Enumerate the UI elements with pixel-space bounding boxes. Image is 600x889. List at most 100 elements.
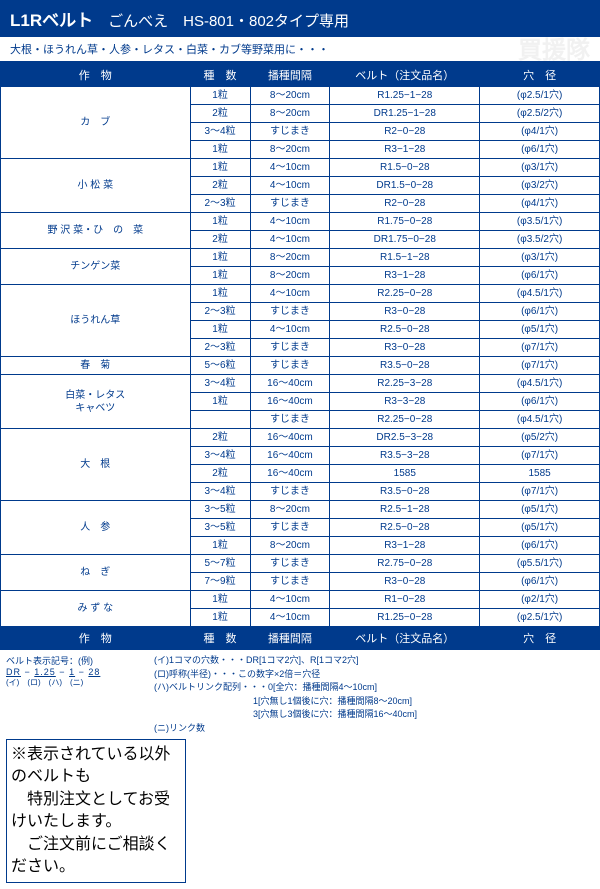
- data-cell: R2−0−28: [330, 123, 480, 141]
- data-cell: R1.25−0−28: [330, 609, 480, 627]
- data-cell: 16～40cm: [250, 375, 330, 393]
- data-cell: (φ5/2穴): [480, 429, 600, 447]
- data-cell: (φ7/1穴): [480, 447, 600, 465]
- col-header: 種 数: [190, 64, 250, 87]
- table-row: 人 参3～5粒8～20cmR2.5−1−28(φ5/1穴): [1, 501, 600, 519]
- data-cell: 4～10cm: [250, 177, 330, 195]
- data-cell: R3−1−28: [330, 537, 480, 555]
- data-cell: 8～20cm: [250, 249, 330, 267]
- data-cell: R1−0−28: [330, 591, 480, 609]
- data-cell: 16～40cm: [250, 393, 330, 411]
- data-cell: (φ6/1穴): [480, 573, 600, 591]
- crop-cell: 春 菊: [1, 357, 191, 375]
- data-cell: すじまき: [250, 483, 330, 501]
- data-cell: 4～10cm: [250, 231, 330, 249]
- table-row: 野 沢 菜・ひ の 菜1粒4～10cmR1.75−0−28(φ3.5/1穴): [1, 213, 600, 231]
- data-cell: 8～20cm: [250, 141, 330, 159]
- legend-line: (ニ)リンク数: [154, 722, 594, 736]
- spec-table: 作 物種 数播種間隔ベルト（注文品名）穴 径 カ ブ1粒8～20cmR1.25−…: [0, 63, 600, 650]
- data-cell: 7～9粒: [190, 573, 250, 591]
- data-cell: R2.25−0−28: [330, 285, 480, 303]
- table-row: 春 菊5～6粒すじまきR3.5−0−28(φ7/1穴): [1, 357, 600, 375]
- data-cell: 3～4粒: [190, 447, 250, 465]
- table-row: 白菜・レタス キャベツ3～4粒16～40cmR2.25−3−28(φ4.5/1穴…: [1, 375, 600, 393]
- notation-example-keys: (イ) (ロ) (ハ) (ニ): [6, 677, 146, 688]
- data-cell: (φ4/1穴): [480, 195, 600, 213]
- legend-line: (イ)1コマの穴数・・・DR[1コマ2穴]、R[1コマ2穴]: [154, 654, 594, 668]
- data-cell: (φ4/1穴): [480, 123, 600, 141]
- data-cell: (φ6/1穴): [480, 141, 600, 159]
- data-cell: 2粒: [190, 105, 250, 123]
- crop-cell: 大 根: [1, 429, 191, 501]
- crop-cell: 野 沢 菜・ひ の 菜: [1, 213, 191, 249]
- data-cell: (φ4.5/1穴): [480, 375, 600, 393]
- data-cell: 3～5粒: [190, 501, 250, 519]
- data-cell: 2粒: [190, 177, 250, 195]
- data-cell: 1粒: [190, 537, 250, 555]
- data-cell: すじまき: [250, 519, 330, 537]
- data-cell: すじまき: [250, 573, 330, 591]
- table-header-row: 作 物種 数播種間隔ベルト（注文品名）穴 径: [1, 64, 600, 87]
- footer-area: ベルト表示記号：(例) DR − 1.25 − 1 − 28 (イ) (ロ) (…: [0, 650, 600, 739]
- table-row: 大 根2粒16～40cmDR2.5−3−28(φ5/2穴): [1, 429, 600, 447]
- table-row: チンゲン菜1粒8～20cmR1.5−1−28(φ3/1穴): [1, 249, 600, 267]
- data-cell: 2～3粒: [190, 339, 250, 357]
- data-cell: すじまき: [250, 357, 330, 375]
- data-cell: (φ4.5/1穴): [480, 285, 600, 303]
- data-cell: 2～3粒: [190, 303, 250, 321]
- col-header: 播種間隔: [250, 627, 330, 650]
- col-header: ベルト（注文品名）: [330, 64, 480, 87]
- legend: (イ)1コマの穴数・・・DR[1コマ2穴]、R[1コマ2穴](ロ)呼称(半径)・…: [154, 654, 594, 735]
- data-cell: 4～10cm: [250, 159, 330, 177]
- legend-line: (ハ)ベルトリンク配列・・・0[全穴：播種間隔4～10cm]: [154, 681, 594, 695]
- data-cell: R3−0−28: [330, 339, 480, 357]
- col-header: 播種間隔: [250, 64, 330, 87]
- crop-cell: み ず な: [1, 591, 191, 627]
- legend-line: (ロ)呼称(半径)・・・この数字×2倍＝穴径: [154, 668, 594, 682]
- data-cell: DR1.5−0−28: [330, 177, 480, 195]
- data-cell: R2.5−1−28: [330, 501, 480, 519]
- data-cell: R1.25−1−28: [330, 87, 480, 105]
- notation-example-values: DR − 1.25 − 1 − 28: [6, 667, 146, 677]
- data-cell: 3～5粒: [190, 519, 250, 537]
- data-cell: すじまき: [250, 411, 330, 429]
- data-cell: 4～10cm: [250, 285, 330, 303]
- table-row: 小 松 菜1粒4～10cmR1.5−0−28(φ3/1穴): [1, 159, 600, 177]
- data-cell: DR2.5−3−28: [330, 429, 480, 447]
- data-cell: 4～10cm: [250, 591, 330, 609]
- crop-cell: 白菜・レタス キャベツ: [1, 375, 191, 429]
- data-cell: 16～40cm: [250, 429, 330, 447]
- data-cell: R2.5−0−28: [330, 321, 480, 339]
- data-cell: (φ5/1穴): [480, 321, 600, 339]
- subtitle: 大根・ほうれん草・人参・レタス・白菜・カブ等野菜用に・・・: [0, 37, 600, 63]
- data-cell: (φ7/1穴): [480, 339, 600, 357]
- data-cell: 1粒: [190, 393, 250, 411]
- table-row: み ず な1粒4～10cmR1−0−28(φ2/1穴): [1, 591, 600, 609]
- data-cell: 2～3粒: [190, 195, 250, 213]
- data-cell: (φ3.5/2穴): [480, 231, 600, 249]
- data-cell: R2.5−0−28: [330, 519, 480, 537]
- crop-cell: カ ブ: [1, 87, 191, 159]
- legend-line: 3[穴無し3個後に穴：播種間隔16～40cm]: [154, 708, 594, 722]
- data-cell: 8～20cm: [250, 105, 330, 123]
- data-cell: (φ6/1穴): [480, 303, 600, 321]
- data-cell: 1粒: [190, 213, 250, 231]
- data-cell: 3～4粒: [190, 483, 250, 501]
- data-cell: R3.5−0−28: [330, 357, 480, 375]
- data-cell: すじまき: [250, 339, 330, 357]
- data-cell: (φ3.5/1穴): [480, 213, 600, 231]
- data-cell: (φ7/1穴): [480, 483, 600, 501]
- data-cell: (φ6/1穴): [480, 393, 600, 411]
- data-cell: (φ5/1穴): [480, 519, 600, 537]
- data-cell: R2.25−0−28: [330, 411, 480, 429]
- data-cell: (φ2/1穴): [480, 591, 600, 609]
- data-cell: [190, 411, 250, 429]
- data-cell: DR1.25−1−28: [330, 105, 480, 123]
- crop-cell: ね ぎ: [1, 555, 191, 591]
- data-cell: 1粒: [190, 249, 250, 267]
- col-header: 作 物: [1, 627, 191, 650]
- col-header: ベルト（注文品名）: [330, 627, 480, 650]
- data-cell: 16～40cm: [250, 465, 330, 483]
- data-cell: 5～6粒: [190, 357, 250, 375]
- data-cell: (φ4.5/1穴): [480, 411, 600, 429]
